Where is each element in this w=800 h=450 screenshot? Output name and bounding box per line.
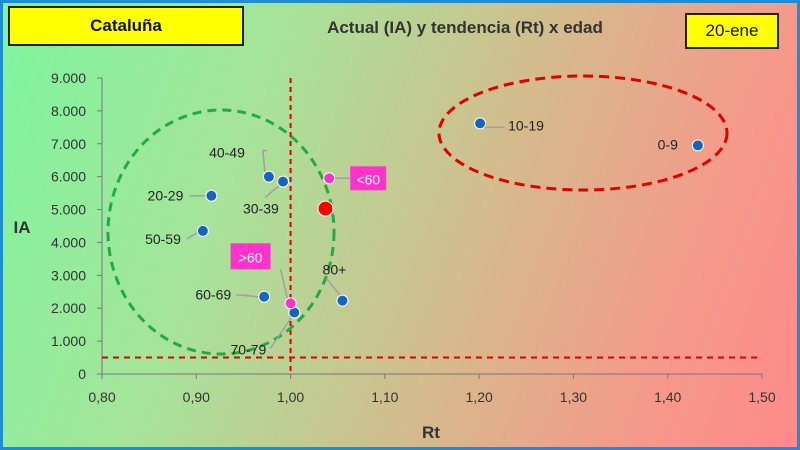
y-tick-label: 1.000: [51, 333, 86, 349]
highlight-group-point: [323, 172, 336, 185]
x-tick-label: 1,10: [371, 389, 398, 405]
y-tick-label: 2.000: [51, 300, 86, 316]
label-leader-line: [236, 293, 259, 298]
highlight-group-label: <60: [356, 171, 380, 187]
label-leader-line: [269, 317, 292, 349]
y-tick-label: 0: [78, 366, 86, 382]
x-tick-label: 1,50: [748, 389, 775, 405]
age-group-label: 0-9: [658, 136, 678, 152]
highlight-label-box: [350, 166, 387, 191]
age-group-point: [277, 175, 290, 188]
data-points: [196, 117, 704, 319]
age-group-label: 50-59: [145, 231, 181, 247]
age-group-point: [474, 117, 487, 130]
age-group-label: 60-69: [195, 287, 231, 303]
point-labels: 0-9 10-19 20-29 30-39 40-49 50-59 60-69 70-79 80…: [145, 117, 678, 357]
x-tick-label: 1,40: [654, 389, 681, 405]
age-group-label: 20-29: [148, 188, 184, 204]
region-label: Cataluña: [8, 6, 244, 46]
axes: 0,80 0,90 1,00 1,10 1,20 1,30 1,40 1,50 0 1.000 2.…: [51, 70, 776, 405]
x-tick-label: 0,80: [88, 389, 115, 405]
x-tick-label: 1,00: [277, 389, 304, 405]
red-cluster-ellipse: [437, 74, 729, 192]
y-tick-label: 5.000: [51, 202, 86, 218]
highlight-group-label: >60: [239, 249, 263, 265]
y-tick-label: 9.000: [51, 70, 86, 86]
age-group-label: 80+: [323, 262, 347, 278]
cluster-annotations: [102, 74, 758, 374]
age-group-point: [691, 139, 704, 152]
y-tick-label: 3.000: [51, 267, 86, 283]
label-leader-line: [186, 232, 198, 240]
age-group-point: [196, 224, 209, 237]
y-tick-label: 4.000: [51, 234, 86, 250]
age-group-label: 10-19: [508, 117, 544, 133]
age-group-label: 70-79: [231, 341, 267, 357]
y-tick-label: 7.000: [51, 136, 86, 152]
x-tick-label: 1,20: [466, 389, 493, 405]
label-leader-line: [262, 149, 267, 173]
label-leader-line: [325, 278, 342, 297]
y-tick-label: 8.000: [51, 103, 86, 119]
label-leader-line: [264, 185, 280, 199]
green-cluster-ellipse: [106, 108, 336, 356]
highlight-label-box: [230, 243, 271, 270]
chart-title: Actual (IA) y tendencia (Rt) x edad: [327, 18, 603, 37]
age-group-point: [205, 189, 218, 202]
x-tick-label: 0,90: [183, 389, 210, 405]
label-leader-lines: [186, 126, 505, 349]
age-group-label: 40-49: [209, 145, 245, 161]
age-group-point: [262, 170, 275, 183]
age-group-point: [258, 290, 271, 303]
x-tick-label: 1,30: [560, 389, 587, 405]
y-tick-label: 6.000: [51, 169, 86, 185]
x-axis-label: Rt: [422, 423, 440, 442]
date-label: 20-ene: [685, 13, 779, 49]
age-group-label: 30-39: [243, 201, 279, 217]
label-leader-line: [279, 269, 289, 300]
highlight-group-point: [284, 297, 297, 310]
y-axis-label: IA: [14, 218, 31, 237]
age-group-point: [336, 294, 349, 307]
total-point: [317, 200, 334, 217]
